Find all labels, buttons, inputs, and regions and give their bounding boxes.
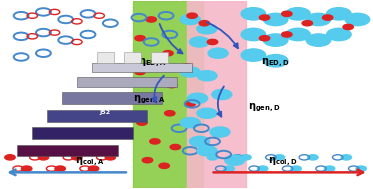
FancyBboxPatch shape: [151, 52, 167, 63]
Circle shape: [197, 108, 217, 118]
Circle shape: [282, 11, 292, 16]
Circle shape: [241, 49, 266, 61]
FancyBboxPatch shape: [92, 63, 192, 72]
Circle shape: [135, 69, 145, 75]
Circle shape: [323, 15, 333, 20]
Circle shape: [163, 51, 173, 56]
Circle shape: [274, 155, 285, 160]
Circle shape: [356, 166, 366, 171]
Circle shape: [241, 8, 266, 20]
Circle shape: [180, 14, 200, 25]
Circle shape: [208, 48, 228, 58]
Circle shape: [308, 155, 318, 160]
Circle shape: [306, 13, 331, 26]
Circle shape: [257, 166, 268, 171]
Circle shape: [210, 127, 230, 137]
Circle shape: [142, 158, 153, 163]
Circle shape: [159, 163, 169, 168]
Bar: [1, 1, 133, 188]
Circle shape: [286, 28, 310, 41]
FancyBboxPatch shape: [47, 110, 147, 122]
Circle shape: [282, 32, 292, 37]
Text: $\mathbf{\eta}_{\mathbf{gen,D}}$: $\mathbf{\eta}_{\mathbf{gen,D}}$: [248, 101, 280, 114]
FancyBboxPatch shape: [77, 77, 177, 87]
Circle shape: [38, 155, 48, 160]
FancyBboxPatch shape: [62, 92, 162, 104]
Circle shape: [225, 155, 245, 165]
Circle shape: [327, 28, 351, 41]
FancyBboxPatch shape: [18, 145, 118, 156]
Circle shape: [146, 17, 156, 22]
Circle shape: [197, 146, 217, 156]
Circle shape: [263, 55, 288, 67]
Circle shape: [343, 24, 353, 30]
Circle shape: [207, 39, 218, 45]
Circle shape: [224, 166, 235, 171]
Circle shape: [212, 89, 232, 100]
Circle shape: [137, 120, 147, 125]
Circle shape: [180, 67, 200, 77]
Circle shape: [185, 101, 195, 107]
Circle shape: [263, 34, 288, 46]
Circle shape: [341, 155, 351, 160]
Bar: [133, 1, 203, 188]
Circle shape: [325, 166, 335, 171]
Text: IEICO-4F: IEICO-4F: [92, 123, 117, 128]
Circle shape: [197, 71, 217, 81]
Circle shape: [302, 21, 313, 26]
Circle shape: [150, 139, 160, 144]
Circle shape: [164, 111, 175, 116]
Circle shape: [189, 37, 210, 47]
Circle shape: [291, 166, 301, 171]
FancyBboxPatch shape: [124, 52, 141, 63]
Circle shape: [72, 155, 82, 160]
Circle shape: [259, 36, 270, 41]
Circle shape: [199, 21, 210, 26]
Circle shape: [286, 8, 310, 20]
FancyBboxPatch shape: [32, 127, 133, 139]
Bar: [186, 1, 246, 188]
Circle shape: [170, 144, 181, 150]
Circle shape: [88, 166, 99, 171]
Circle shape: [345, 13, 370, 26]
Text: $\mathbf{\eta}_{\mathbf{col,D}}$: $\mathbf{\eta}_{\mathbf{col,D}}$: [268, 156, 298, 168]
Circle shape: [148, 96, 158, 101]
Circle shape: [135, 36, 145, 41]
Circle shape: [327, 8, 351, 20]
Circle shape: [306, 34, 331, 46]
Circle shape: [188, 93, 208, 103]
Circle shape: [241, 155, 251, 160]
Circle shape: [207, 155, 218, 160]
Bar: [246, 1, 372, 188]
Circle shape: [105, 155, 116, 160]
Circle shape: [180, 118, 200, 128]
Circle shape: [187, 13, 197, 18]
Circle shape: [197, 24, 217, 34]
Circle shape: [263, 13, 288, 26]
Text: $\mathbf{\eta}_{\mathbf{ED,D}}$: $\mathbf{\eta}_{\mathbf{ED,D}}$: [261, 56, 289, 69]
Circle shape: [259, 15, 270, 20]
Circle shape: [55, 166, 65, 171]
Circle shape: [241, 28, 266, 41]
Text: $\mathbf{\eta}_{\mathbf{col,A}}$: $\mathbf{\eta}_{\mathbf{col,A}}$: [75, 156, 104, 168]
Circle shape: [5, 155, 15, 160]
Circle shape: [22, 166, 32, 171]
Circle shape: [166, 82, 177, 88]
Text: $\mathbf{\eta}_{\mathbf{gen,A}}$: $\mathbf{\eta}_{\mathbf{gen,A}}$: [133, 94, 165, 106]
Text: $\mathbf{\eta}_{\mathbf{ED,A}}$: $\mathbf{\eta}_{\mathbf{ED,A}}$: [138, 56, 167, 69]
Text: J52: J52: [99, 110, 110, 115]
Circle shape: [189, 136, 210, 146]
FancyBboxPatch shape: [97, 52, 114, 63]
Circle shape: [181, 64, 192, 69]
